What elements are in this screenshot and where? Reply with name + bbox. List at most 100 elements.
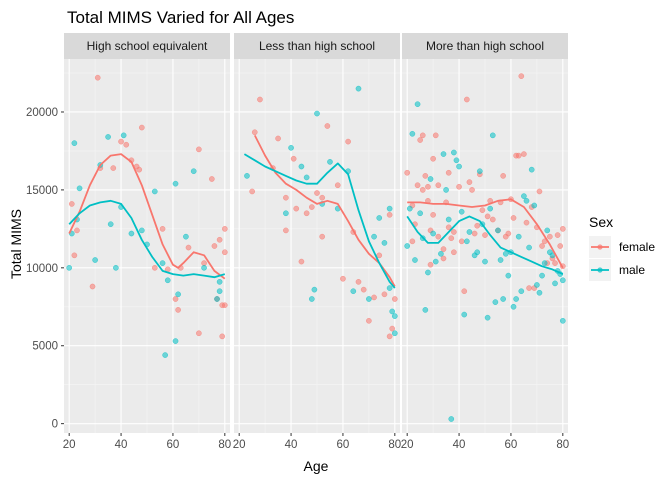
- data-point-female: [386, 333, 393, 340]
- data-point-female: [451, 249, 457, 256]
- data-point-male: [120, 132, 127, 139]
- data-point-female: [319, 194, 326, 201]
- data-point-male: [544, 227, 551, 234]
- data-point-male: [138, 227, 145, 234]
- data-point-male: [515, 233, 522, 240]
- data-point-male: [487, 205, 494, 212]
- legend-entry-female: female: [589, 236, 655, 258]
- data-point-female: [94, 74, 101, 81]
- facet-strip: [234, 33, 400, 59]
- data-point-male: [461, 311, 468, 318]
- legend-key-point: [597, 244, 603, 250]
- data-point-male: [172, 180, 179, 187]
- data-point-female: [526, 285, 532, 291]
- data-point-male: [288, 144, 294, 151]
- smooth-line-female: [68, 153, 226, 280]
- data-point-female: [196, 146, 202, 153]
- data-point-female: [484, 213, 491, 220]
- data-point-male: [381, 240, 388, 246]
- data-point-female: [546, 233, 553, 240]
- data-point-female: [414, 182, 421, 189]
- data-point-male: [391, 313, 398, 319]
- data-point-female: [552, 260, 558, 266]
- data-point-male: [463, 238, 470, 245]
- data-point-female: [440, 246, 447, 252]
- data-point-male: [466, 229, 473, 235]
- data-point-male: [244, 173, 250, 179]
- data-point-female: [303, 210, 310, 217]
- data-point-male: [298, 163, 305, 170]
- data-point-male: [409, 130, 416, 137]
- data-point-male: [510, 303, 517, 310]
- data-point-female: [419, 187, 426, 193]
- data-point-female: [469, 187, 475, 193]
- data-point-male: [443, 187, 449, 193]
- data-point-male: [541, 260, 548, 266]
- y-tick-label: 5000: [32, 341, 58, 353]
- data-point-male: [531, 202, 538, 209]
- x-tick-label: 60: [337, 439, 350, 451]
- data-point-male: [314, 110, 320, 117]
- x-tick-label: 80: [218, 439, 231, 451]
- facet-strip-label: More than high school: [426, 39, 544, 53]
- data-point-male: [283, 210, 289, 217]
- data-point-female: [201, 260, 207, 266]
- data-point-female: [283, 227, 289, 234]
- data-point-female: [539, 243, 545, 249]
- data-point-male: [376, 215, 383, 221]
- data-point-male: [214, 296, 220, 302]
- smooth-line-female: [407, 198, 564, 269]
- data-point-female: [340, 275, 346, 282]
- data-point-female: [324, 123, 331, 129]
- data-point-female: [251, 129, 258, 136]
- x-tick-label: 80: [388, 439, 401, 451]
- data-point-female: [425, 183, 431, 190]
- data-point-female: [451, 229, 457, 235]
- data-point-female: [510, 215, 517, 221]
- data-point-male: [327, 159, 333, 165]
- data-point-female: [345, 138, 351, 145]
- data-point-female: [221, 249, 228, 256]
- data-point-female: [430, 155, 436, 162]
- data-point-female: [461, 288, 468, 295]
- data-point-male: [539, 272, 545, 279]
- smooth-line-female: [253, 134, 396, 287]
- facet-strip: [402, 33, 568, 59]
- data-point-male: [559, 277, 566, 284]
- data-point-female: [432, 132, 439, 139]
- data-point-male: [107, 221, 114, 228]
- data-point-female: [389, 325, 396, 332]
- data-point-female: [308, 204, 315, 210]
- data-point-female: [435, 233, 442, 240]
- data-point-female: [118, 138, 124, 145]
- data-point-male: [497, 257, 504, 263]
- data-point-male: [536, 289, 543, 296]
- data-point-female: [554, 232, 561, 238]
- data-point-male: [92, 257, 98, 263]
- data-point-male: [201, 264, 207, 271]
- facet-strip-label: Less than high school: [259, 39, 375, 53]
- y-tick-label: 20000: [26, 107, 58, 119]
- panel-less-than-high-school: Less than high school 20 40 60 80: [233, 33, 401, 451]
- data-point-male: [440, 151, 447, 157]
- data-point-male: [484, 314, 491, 321]
- data-point-male: [308, 296, 315, 302]
- smooth-line-male: [243, 153, 396, 289]
- data-point-male: [445, 216, 452, 223]
- data-point-male: [412, 257, 418, 263]
- data-point-female: [136, 166, 143, 173]
- data-point-female: [417, 137, 424, 143]
- data-point-female: [371, 294, 377, 301]
- data-point-male: [453, 157, 460, 164]
- data-point-female: [479, 207, 486, 214]
- facet-strip-label: High school equivalent: [87, 39, 208, 53]
- data-point-female: [489, 216, 496, 223]
- data-point-male: [371, 233, 377, 240]
- data-point-male: [458, 208, 465, 215]
- data-point-female: [463, 96, 470, 103]
- data-point-female: [319, 233, 326, 240]
- data-point-female: [249, 188, 256, 195]
- data-point-female: [221, 226, 228, 232]
- data-point-female: [216, 236, 223, 243]
